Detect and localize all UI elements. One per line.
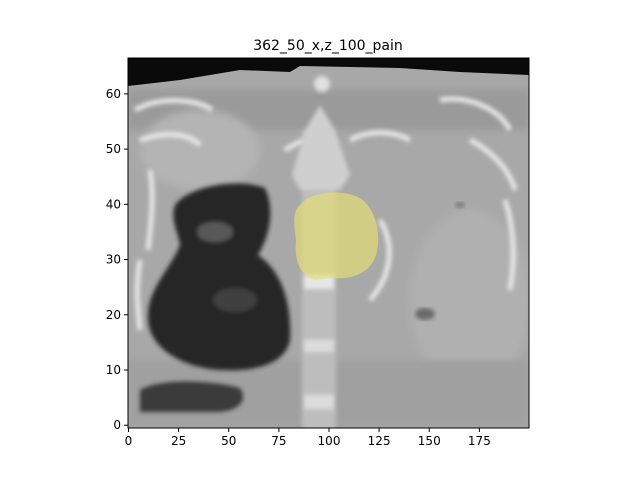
x-axis: 0 25 50 75 100 125 150 175 xyxy=(125,428,491,448)
y-tick-label: 30 xyxy=(106,253,121,267)
y-tick-label: 40 xyxy=(106,197,121,211)
y-tick-label: 20 xyxy=(106,308,121,322)
y-tick-label: 10 xyxy=(106,363,121,377)
ct-slice-image xyxy=(128,58,529,428)
y-axis: 0 10 20 30 40 50 60 xyxy=(106,87,128,432)
figure-title: 362_50_x,z_100_pain xyxy=(253,38,403,54)
x-tick-label: 175 xyxy=(468,434,491,448)
x-tick-label: 25 xyxy=(171,434,186,448)
air-region xyxy=(128,58,529,86)
segmentation-overlay xyxy=(294,192,379,280)
x-tick-label: 150 xyxy=(418,434,441,448)
x-tick-label: 125 xyxy=(368,434,391,448)
y-tick-label: 0 xyxy=(113,418,121,432)
spine xyxy=(292,76,350,428)
y-tick-label: 60 xyxy=(106,87,121,101)
nodule xyxy=(415,308,435,320)
bone-structures xyxy=(133,96,518,331)
x-tick-label: 100 xyxy=(318,434,341,448)
x-tick-label: 0 xyxy=(125,434,133,448)
y-tick-label: 50 xyxy=(106,142,121,156)
x-tick-label: 50 xyxy=(221,434,236,448)
lung-region xyxy=(140,183,291,412)
x-tick-label: 75 xyxy=(271,434,286,448)
